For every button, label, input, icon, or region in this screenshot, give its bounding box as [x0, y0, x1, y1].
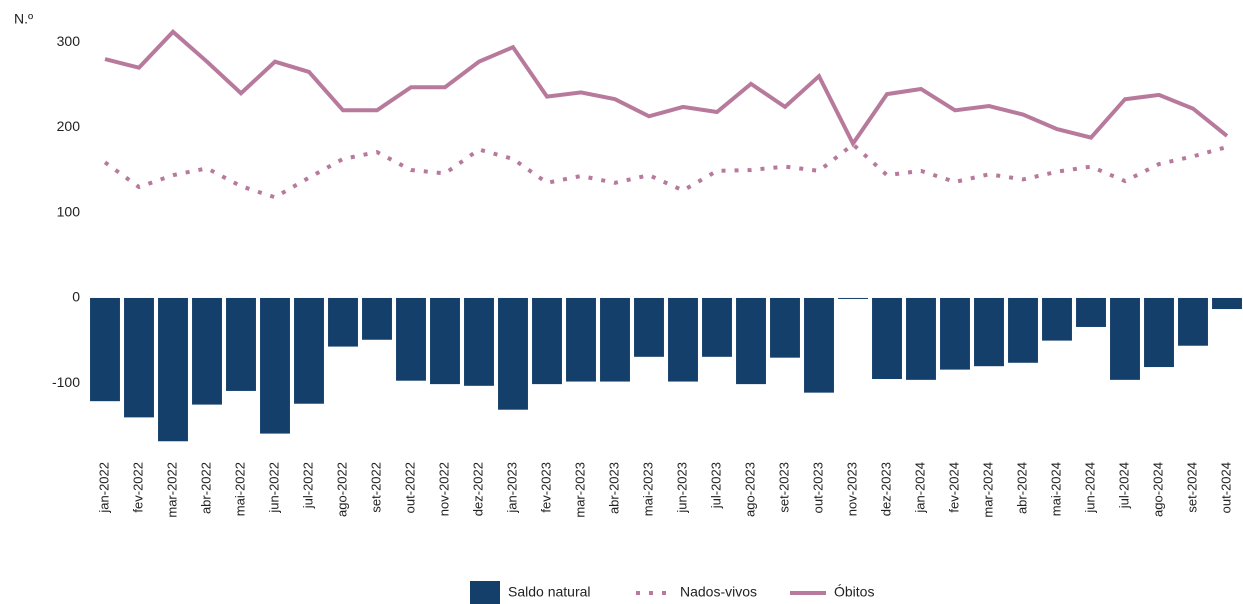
x-tick-label: out-2022: [402, 462, 417, 513]
y-axis-label: N.º: [14, 11, 33, 27]
bar: [838, 297, 868, 299]
bar: [566, 297, 596, 382]
bar: [532, 297, 562, 385]
bar: [464, 297, 494, 386]
x-tick-label: jul-2022: [300, 462, 315, 509]
x-tick-label: nov-2023: [844, 462, 859, 516]
x-tick-label: set-2022: [368, 462, 383, 513]
x-tick-label: jan-2022: [96, 462, 111, 514]
bar: [1212, 297, 1242, 310]
x-tick-label: jun-2023: [674, 462, 689, 514]
x-tick-label: fev-2022: [130, 462, 145, 513]
x-tick-label: mai-2022: [232, 462, 247, 516]
line-series: [104, 29, 1229, 148]
legend-label: Nados-vivos: [680, 584, 757, 600]
bar: [634, 297, 664, 357]
bar: [872, 297, 902, 379]
bar: [736, 297, 766, 385]
bar: [668, 297, 698, 382]
bar: [906, 297, 936, 380]
x-tick-label: abr-2023: [606, 462, 621, 514]
x-tick-label: mai-2024: [1048, 462, 1063, 516]
bar: [294, 297, 324, 404]
x-tick-label: jul-2024: [1116, 462, 1131, 509]
x-tick-label: abr-2024: [1014, 462, 1029, 514]
bar: [940, 297, 970, 370]
bar: [192, 297, 222, 405]
bar: [974, 297, 1004, 367]
y-tick-label: 0: [72, 289, 80, 305]
x-tick-label: nov-2022: [436, 462, 451, 516]
x-tick-label: jan-2024: [912, 462, 927, 514]
y-tick-label: -100: [52, 374, 80, 390]
bar: [804, 297, 834, 393]
y-tick-label: 100: [57, 203, 81, 219]
bar: [90, 297, 120, 402]
x-tick-label: out-2023: [810, 462, 825, 513]
x-tick-label: fev-2023: [538, 462, 553, 513]
bar: [396, 297, 426, 381]
bar: [124, 297, 154, 418]
line-series: [103, 141, 1228, 200]
x-tick-label: out-2024: [1218, 462, 1233, 513]
x-tick-label: set-2023: [776, 462, 791, 513]
bar: [1178, 297, 1208, 346]
legend-swatch: [470, 581, 500, 604]
x-tick-label: jun-2024: [1082, 462, 1097, 514]
legend-label: Saldo natural: [508, 584, 591, 600]
y-tick-label: 200: [57, 118, 81, 134]
x-tick-label: jul-2023: [708, 462, 723, 509]
bar: [430, 297, 460, 385]
bar: [328, 297, 358, 347]
bar: [1042, 297, 1072, 341]
bar: [226, 297, 256, 391]
x-tick-label: fev-2024: [946, 462, 961, 513]
x-tick-label: mar-2024: [980, 462, 995, 518]
bar: [1076, 297, 1106, 327]
bar: [1008, 297, 1038, 363]
bar: [158, 297, 188, 442]
x-tick-label: dez-2023: [878, 462, 893, 516]
legend-label: Óbitos: [834, 584, 874, 600]
bar: [498, 297, 528, 410]
y-tick-label: 300: [57, 33, 81, 49]
bar: [702, 297, 732, 357]
bar: [1144, 297, 1174, 368]
bar: [1110, 297, 1140, 380]
x-tick-label: mar-2023: [572, 462, 587, 518]
x-tick-label: jan-2023: [504, 462, 519, 514]
x-tick-label: mar-2022: [164, 462, 179, 518]
x-tick-label: dez-2022: [470, 462, 485, 516]
x-tick-label: ago-2022: [334, 462, 349, 517]
bar: [770, 297, 800, 358]
x-tick-label: ago-2023: [742, 462, 757, 517]
bar: [362, 297, 392, 340]
bar: [600, 297, 630, 382]
x-tick-label: set-2024: [1184, 462, 1199, 513]
bar: [260, 297, 290, 434]
x-tick-label: jun-2022: [266, 462, 281, 514]
x-tick-label: ago-2024: [1150, 462, 1165, 517]
x-tick-label: abr-2022: [198, 462, 213, 514]
x-tick-label: mai-2023: [640, 462, 655, 516]
